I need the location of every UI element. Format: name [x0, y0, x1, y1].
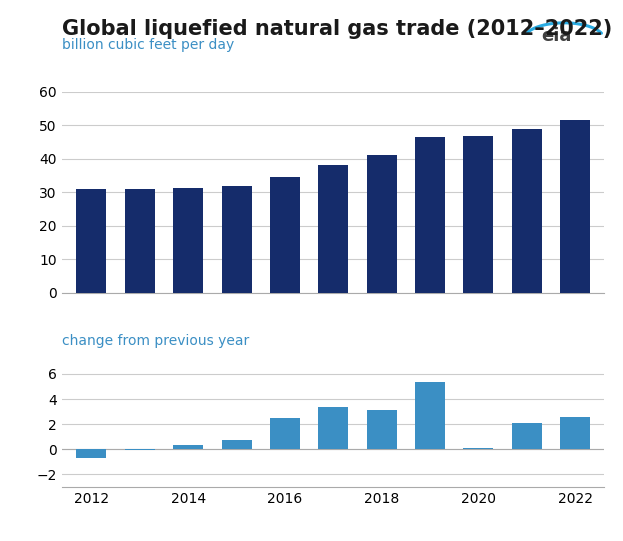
Bar	[367, 155, 397, 293]
Text: eia: eia	[541, 27, 572, 45]
Bar	[512, 129, 542, 293]
Bar	[560, 417, 590, 449]
Bar	[270, 419, 300, 449]
Bar	[270, 177, 300, 293]
Bar	[125, 189, 155, 293]
Text: Global liquefied natural gas trade (2012–2022): Global liquefied natural gas trade (2012…	[62, 19, 612, 39]
Bar	[173, 445, 203, 449]
Bar	[318, 166, 348, 293]
Text: billion cubic feet per day: billion cubic feet per day	[62, 38, 234, 52]
Text: change from previous year: change from previous year	[62, 334, 250, 348]
Bar	[464, 136, 493, 293]
Bar	[77, 189, 107, 293]
Bar	[367, 410, 397, 449]
Bar	[222, 186, 252, 293]
Bar	[415, 137, 445, 293]
Bar	[222, 440, 252, 449]
Bar	[512, 423, 542, 449]
Bar	[77, 449, 107, 458]
Bar	[560, 121, 590, 293]
Bar	[125, 449, 155, 450]
Bar	[173, 188, 203, 293]
Bar	[464, 448, 493, 449]
Bar	[318, 406, 348, 449]
Bar	[415, 382, 445, 449]
